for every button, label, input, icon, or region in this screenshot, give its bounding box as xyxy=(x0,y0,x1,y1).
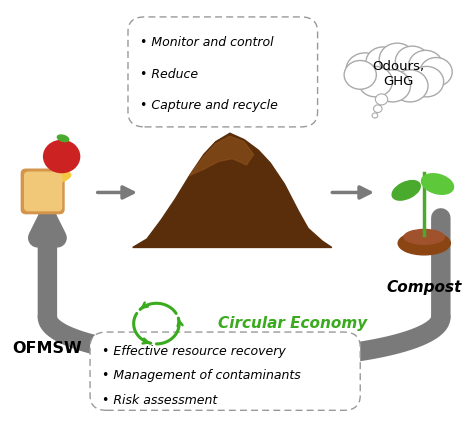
Text: Odours,
GHG: Odours, GHG xyxy=(372,60,424,88)
Ellipse shape xyxy=(404,229,444,244)
Circle shape xyxy=(379,43,415,75)
Circle shape xyxy=(346,53,384,87)
Text: Circular Economy: Circular Economy xyxy=(218,316,367,331)
Text: • Risk assessment: • Risk assessment xyxy=(102,394,217,407)
Text: OFMSW: OFMSW xyxy=(13,341,82,357)
FancyBboxPatch shape xyxy=(25,172,62,211)
Text: • Monitor and control: • Monitor and control xyxy=(140,36,273,49)
FancyBboxPatch shape xyxy=(90,332,360,410)
Circle shape xyxy=(375,94,388,105)
Circle shape xyxy=(420,58,452,86)
Circle shape xyxy=(410,66,444,97)
Ellipse shape xyxy=(398,232,450,255)
Ellipse shape xyxy=(43,172,71,184)
Text: • Capture and recycle: • Capture and recycle xyxy=(140,99,278,113)
Ellipse shape xyxy=(421,174,454,194)
Circle shape xyxy=(392,70,428,102)
Circle shape xyxy=(372,113,378,118)
Circle shape xyxy=(344,60,376,89)
Text: • Reduce: • Reduce xyxy=(140,68,198,81)
Text: • Effective resource recovery: • Effective resource recovery xyxy=(102,345,286,358)
Circle shape xyxy=(409,50,443,81)
FancyBboxPatch shape xyxy=(21,169,64,214)
Circle shape xyxy=(44,140,80,173)
Polygon shape xyxy=(190,136,254,176)
Circle shape xyxy=(395,46,429,77)
Circle shape xyxy=(366,47,400,77)
Circle shape xyxy=(374,70,410,102)
Text: Compost: Compost xyxy=(386,280,462,295)
Polygon shape xyxy=(133,133,332,247)
Ellipse shape xyxy=(392,181,420,200)
FancyBboxPatch shape xyxy=(128,17,318,127)
Circle shape xyxy=(358,66,392,97)
Ellipse shape xyxy=(57,135,69,142)
Circle shape xyxy=(374,105,382,113)
Text: • Management of contaminants: • Management of contaminants xyxy=(102,369,301,382)
